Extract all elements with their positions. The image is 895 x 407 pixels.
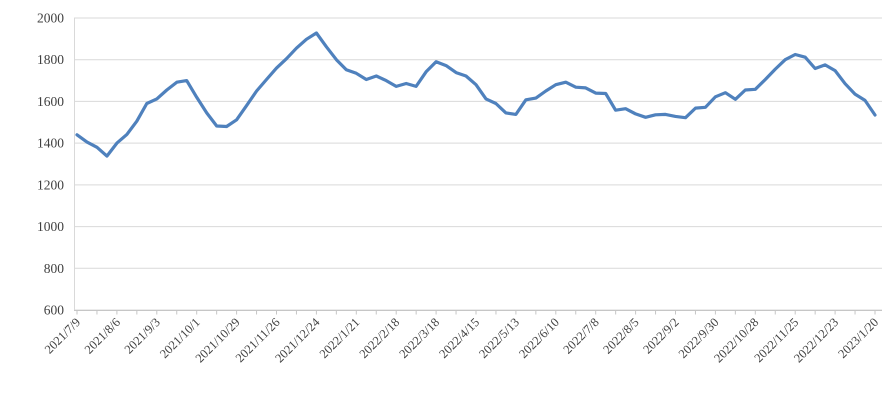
y-tick-label: 1600 <box>37 94 64 109</box>
y-tick-label: 2000 <box>37 11 64 26</box>
data-series <box>75 31 877 158</box>
y-tick-label: 800 <box>44 261 65 276</box>
x-tick-label: 2022/8/5 <box>600 315 641 356</box>
x-tick-label: 2022/1/21 <box>317 315 363 361</box>
axes <box>74 18 882 315</box>
y-tick-label: 1400 <box>37 136 64 151</box>
series-line <box>75 31 877 158</box>
x-tick-label: 2022/6/10 <box>516 315 562 361</box>
x-axis-labels: 2021/7/92021/8/62021/9/32021/10/12021/10… <box>42 315 881 366</box>
x-tick-label: 2022/3/18 <box>396 315 442 361</box>
x-tick-label: 2022/4/15 <box>436 315 482 361</box>
x-tick-label: 2022/2/18 <box>357 315 403 361</box>
x-tick-label: 2023/1/20 <box>835 315 881 361</box>
y-gridlines <box>74 17 882 311</box>
x-tick-label: 2021/12/24 <box>272 315 323 366</box>
x-tick-label: 2022/7/8 <box>560 315 601 356</box>
y-tick-label: 1800 <box>37 52 64 67</box>
y-tick-label: 1200 <box>37 177 64 192</box>
y-tick-label: 1000 <box>37 219 64 234</box>
y-tick-label: 600 <box>44 303 65 318</box>
x-tick-label: 2022/5/13 <box>476 315 522 361</box>
x-tick-label: 2021/8/6 <box>82 315 123 356</box>
x-tick-label: 2021/7/9 <box>42 315 83 356</box>
y-axis-labels: 2000 1800 1600 1400 1200 1000 800 600 <box>37 11 64 318</box>
